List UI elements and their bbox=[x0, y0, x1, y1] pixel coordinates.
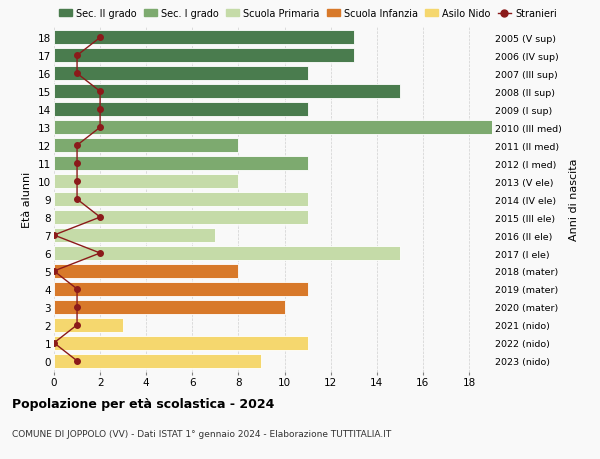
Bar bbox=[54, 139, 238, 153]
Bar bbox=[54, 157, 308, 171]
Bar bbox=[54, 49, 353, 63]
Bar bbox=[54, 318, 123, 332]
Bar bbox=[54, 336, 308, 350]
Bar bbox=[54, 193, 308, 207]
Bar bbox=[54, 354, 262, 368]
Text: COMUNE DI JOPPOLO (VV) - Dati ISTAT 1° gennaio 2024 - Elaborazione TUTTITALIA.IT: COMUNE DI JOPPOLO (VV) - Dati ISTAT 1° g… bbox=[12, 429, 391, 438]
Bar bbox=[54, 85, 400, 99]
Bar bbox=[54, 282, 308, 297]
Y-axis label: Età alunni: Età alunni bbox=[22, 172, 32, 228]
Legend: Sec. II grado, Sec. I grado, Scuola Primaria, Scuola Infanzia, Asilo Nido, Stran: Sec. II grado, Sec. I grado, Scuola Prim… bbox=[59, 9, 557, 19]
Bar bbox=[54, 103, 308, 117]
Bar bbox=[54, 229, 215, 242]
Bar bbox=[54, 175, 238, 189]
Bar bbox=[54, 31, 353, 45]
Bar bbox=[54, 121, 492, 135]
Bar bbox=[54, 211, 308, 224]
Text: Popolazione per età scolastica - 2024: Popolazione per età scolastica - 2024 bbox=[12, 397, 274, 410]
Bar bbox=[54, 300, 284, 314]
Bar bbox=[54, 246, 400, 260]
Bar bbox=[54, 67, 308, 81]
Bar bbox=[54, 264, 238, 278]
Y-axis label: Anni di nascita: Anni di nascita bbox=[569, 158, 578, 241]
